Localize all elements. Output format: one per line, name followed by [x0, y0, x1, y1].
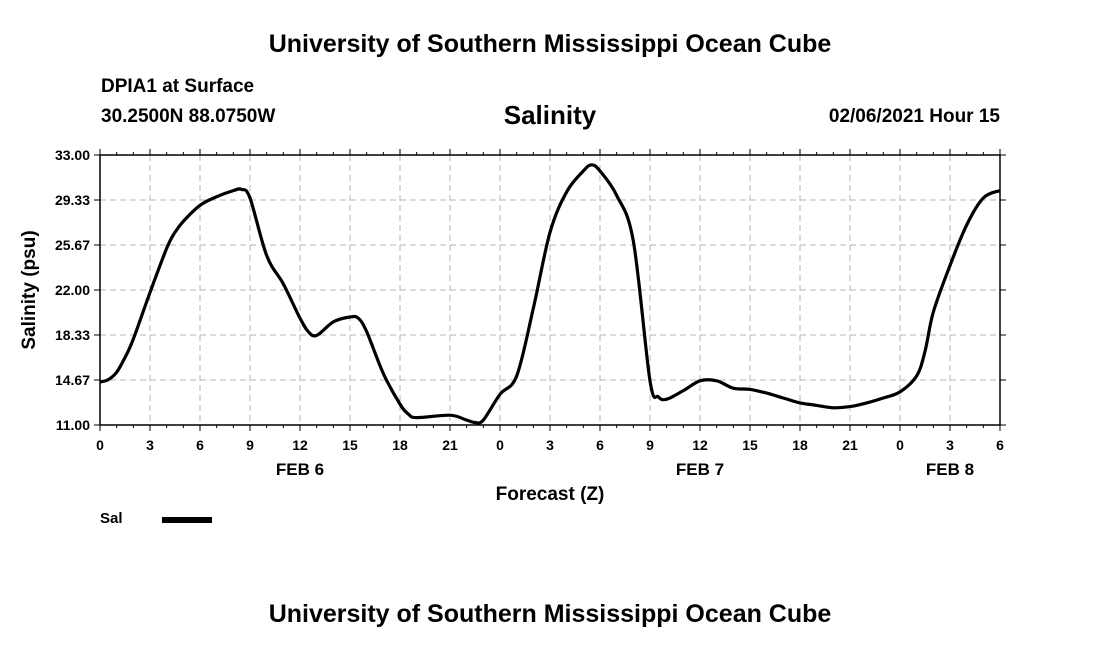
x-tick-label: 3: [546, 437, 554, 453]
date-label: FEB 8: [926, 460, 974, 479]
station-label: DPIA1 at Surface: [101, 76, 255, 97]
legend-label: Sal: [100, 510, 123, 527]
y-tick-label: 25.67: [55, 237, 90, 253]
forecast-datetime: 02/06/2021 Hour 15: [828, 106, 1000, 127]
x-tick-label: 3: [946, 437, 954, 453]
y-tick-label: 18.33: [55, 327, 90, 343]
x-tick-label: 21: [842, 437, 858, 453]
x-tick-label: 15: [342, 437, 358, 453]
x-tick-label: 0: [496, 437, 504, 453]
date-label: FEB 6: [276, 460, 324, 479]
x-tick-label: 9: [646, 437, 654, 453]
x-tick-label: 15: [742, 437, 758, 453]
y-tick-label: 29.33: [55, 192, 90, 208]
x-tick-label: 18: [392, 437, 408, 453]
footer-title: University of Southern Mississippi Ocean…: [268, 600, 832, 628]
axes: 33.00 29.33 25.67 22.00 18.33 14.67 11.00 0 3 6 9 1…: [55, 147, 1006, 479]
x-tick-label: 21: [442, 437, 458, 453]
chart-title: Salinity: [503, 100, 597, 130]
y-tick-label: 14.67: [55, 372, 90, 388]
page-title: University of Southern Mississippi Ocean…: [268, 30, 832, 58]
x-axis-title: Forecast (Z): [496, 484, 605, 505]
y-tick-label: 22.00: [55, 282, 90, 298]
x-tick-label: 0: [896, 437, 904, 453]
x-tick-label: 12: [692, 437, 708, 453]
plot-frame: [99, 154, 1001, 426]
x-tick-label: 9: [246, 437, 254, 453]
x-tick-label: 6: [996, 437, 1004, 453]
y-axis-title: Salinity (psu): [19, 230, 40, 349]
date-label: FEB 7: [676, 460, 724, 479]
legend-swatch: [162, 517, 212, 523]
x-tick-label: 3: [146, 437, 154, 453]
y-tick-label: 11.00: [56, 417, 90, 433]
grid-lines: [100, 155, 1000, 425]
x-tick-label: 0: [96, 437, 104, 453]
salinity-line: [99, 163, 1001, 425]
station-coords: 30.2500N 88.0750W: [101, 106, 276, 127]
plot-series: [99, 163, 1001, 425]
x-tick-label: 6: [596, 437, 604, 453]
x-tick-label: 12: [292, 437, 308, 453]
x-tick-label: 18: [792, 437, 808, 453]
y-tick-label: 33.00: [55, 147, 90, 163]
x-tick-label: 6: [196, 437, 204, 453]
